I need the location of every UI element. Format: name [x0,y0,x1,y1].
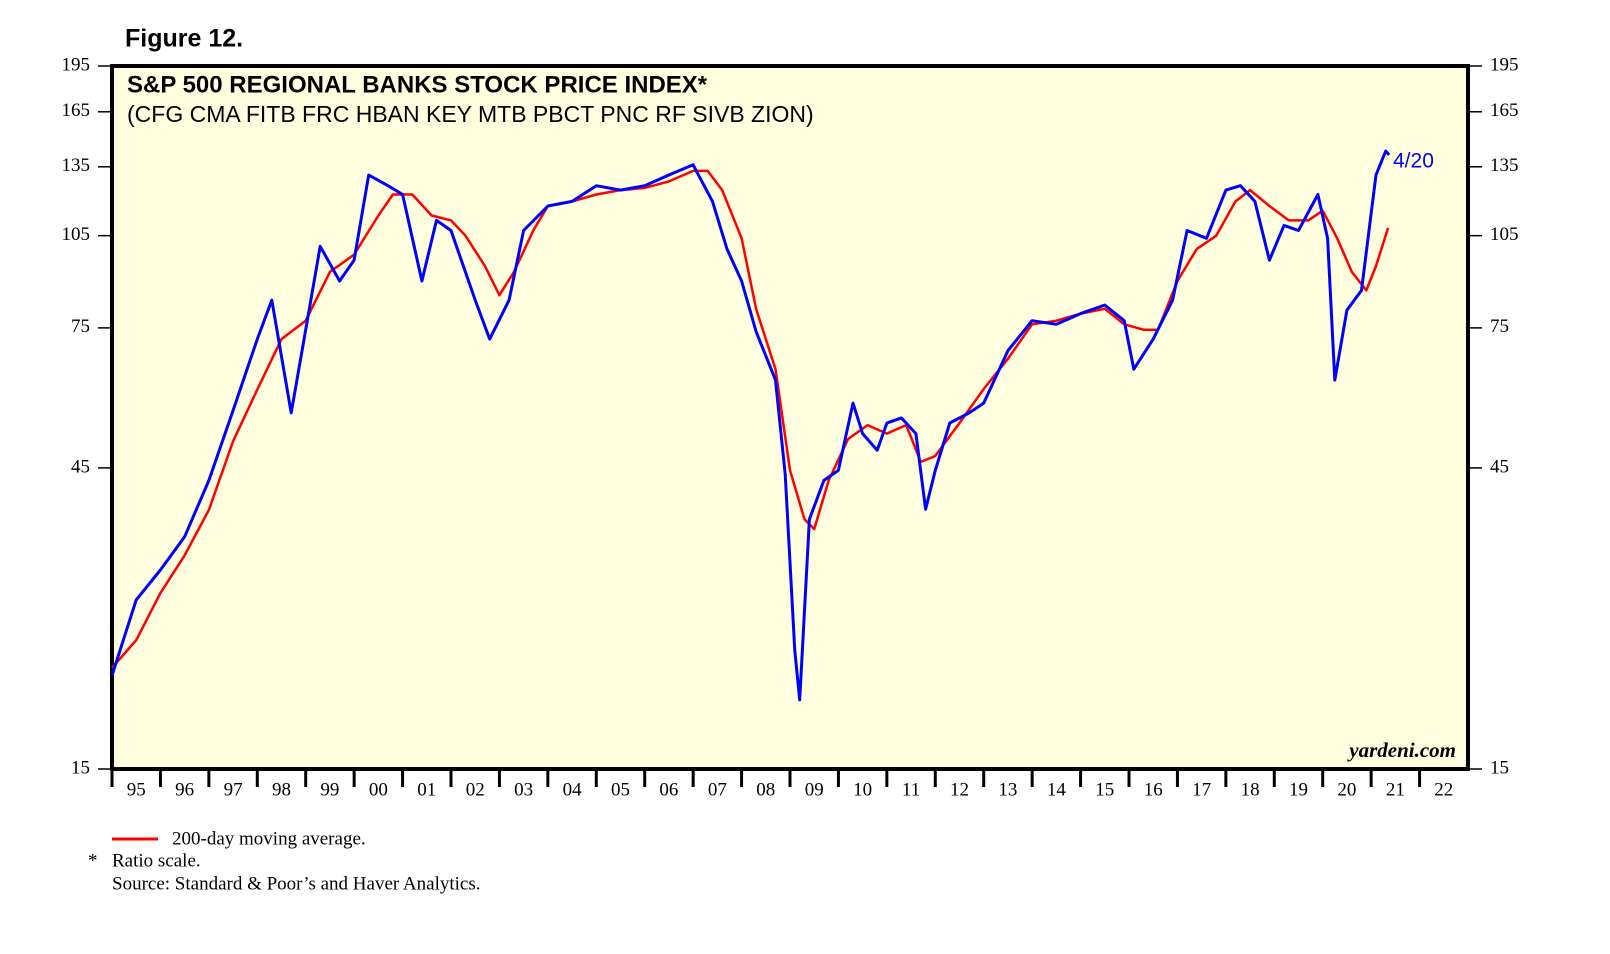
y-tick-label: 45 [71,456,90,477]
x-tick-label: 22 [1434,779,1453,800]
chart-subtitle: (CFG CMA FITB FRC HBAN KEY MTB PBCT PNC … [127,101,814,127]
x-tick-label: 04 [563,779,583,800]
x-tick-label: 95 [127,779,146,800]
note: Source: Standard & Poor’s and Haver Anal… [112,873,481,894]
y-tick-label: 135 [1490,155,1519,176]
note: Ratio scale. [112,850,201,871]
y-tick-label: 15 [71,757,90,778]
y-tick-label: 165 [62,100,91,121]
x-tick-label: 19 [1289,779,1308,800]
x-tick-label: 05 [611,779,630,800]
x-tick-label: 98 [272,779,291,800]
y-tick-label: 195 [62,54,91,75]
y-tick-label: 165 [1490,100,1519,121]
x-tick-label: 13 [998,779,1017,800]
x-tick-label: 21 [1386,779,1405,800]
moving-average-line [111,169,1390,669]
legend-label: 200-day moving average. [172,828,366,849]
x-tick-label: 11 [902,779,920,800]
y-tick-label: 135 [62,155,91,176]
x-tick-label: 20 [1337,779,1356,800]
x-tick-label: 10 [853,779,872,800]
x-tick-label: 06 [659,779,678,800]
watermark: yardeni.com [1346,738,1456,762]
note: * [88,850,98,871]
y-tick-label: 75 [71,316,90,337]
x-tick-label: 12 [950,779,969,800]
index-line [110,149,1391,702]
x-tick-label: 14 [1047,779,1067,800]
y-tick-label: 105 [62,224,91,245]
x-tick-label: 09 [805,779,824,800]
x-tick-label: 96 [175,779,194,800]
x-tick-label: 18 [1241,779,1260,800]
x-tick-label: 08 [756,779,775,800]
x-tick-label: 15 [1095,779,1114,800]
x-tick-label: 07 [708,779,727,800]
y-tick-label: 75 [1490,316,1509,337]
figure-label: Figure 12. [125,25,243,53]
y-tick-label: 15 [1490,757,1509,778]
y-tick-label: 45 [1490,456,1509,477]
annotation: 4/20 [1393,150,1434,173]
x-tick-label: 03 [514,779,533,800]
x-tick-label: 17 [1192,779,1211,800]
x-tick-label: 97 [224,779,243,800]
x-tick-label: 00 [369,779,388,800]
x-tick-label: 99 [320,779,339,800]
y-tick-label: 195 [1490,54,1519,75]
plot-area [110,64,1470,771]
x-tick-label: 01 [417,779,436,800]
chart-title: S&P 500 REGIONAL BANKS STOCK PRICE INDEX… [127,71,708,98]
x-tick-label: 02 [466,779,485,800]
y-tick-label: 105 [1490,224,1519,245]
x-tick-label: 16 [1144,779,1163,800]
